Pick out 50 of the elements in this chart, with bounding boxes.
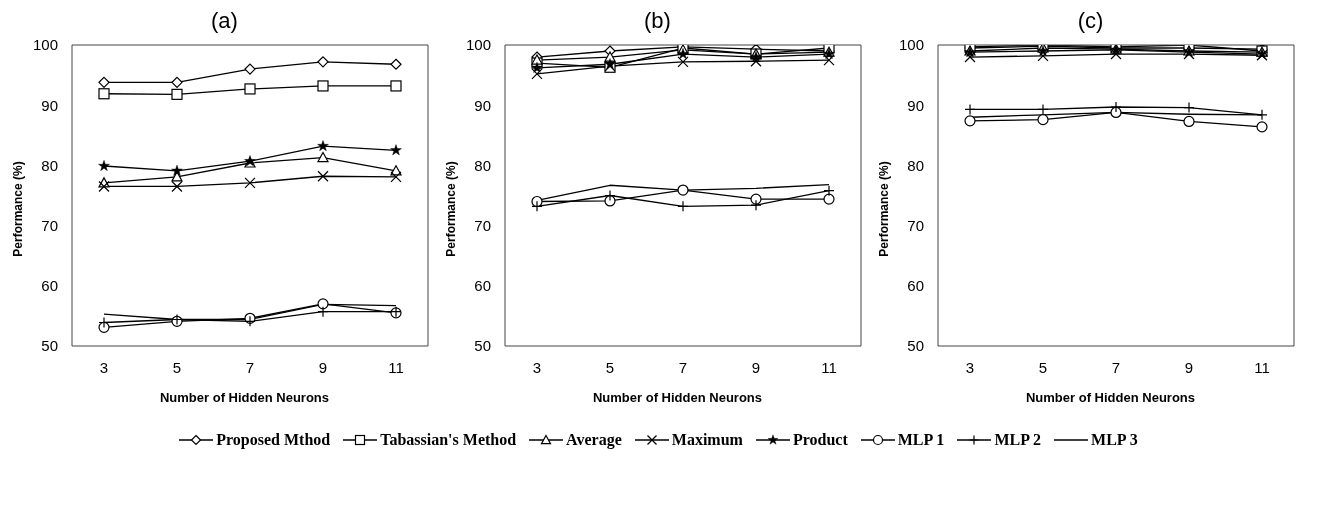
x-tick-label: 9	[318, 358, 328, 376]
y-tick-label: 80	[474, 156, 491, 174]
y-tick-label: 70	[907, 216, 924, 234]
x-tick-label: 3	[99, 358, 109, 376]
x-tick-label: 9	[1184, 358, 1194, 376]
x-tick-label: 3	[532, 358, 542, 376]
y-tick-label: 100	[898, 36, 924, 54]
y-tick-label: 70	[41, 216, 58, 234]
y-axis-title: Performance (%)	[444, 161, 458, 257]
x-tick-label: 7	[678, 358, 688, 376]
legend-label: Tabassian's Method	[380, 431, 517, 449]
chart-title: (a)	[210, 8, 239, 34]
y-tick-label: 100	[32, 36, 58, 54]
y-tick-label: 50	[41, 337, 58, 355]
y-tick-label: 80	[907, 156, 924, 174]
x-axis-title: Number of Hidden Neurons	[592, 390, 763, 405]
legend-label: MLP 3	[1091, 431, 1138, 449]
y-tick-label: 90	[41, 96, 58, 114]
legend-label: Product	[792, 431, 848, 449]
legend-label: Average	[566, 431, 622, 449]
y-axis-title: Performance (%)	[877, 161, 891, 257]
y-tick-label: 50	[474, 337, 491, 355]
y-tick-label: 60	[41, 277, 58, 295]
y-tick-label: 50	[907, 337, 924, 355]
chart-title: (c)	[1076, 8, 1105, 34]
x-tick-label: 3	[965, 358, 975, 376]
y-tick-label: 60	[907, 277, 924, 295]
x-tick-label: 5	[605, 358, 615, 376]
legend-label: Proposed Mthod	[216, 431, 331, 449]
legend-label: Maximum	[671, 431, 743, 449]
y-tick-label: 60	[474, 277, 491, 295]
x-tick-label: 11	[821, 358, 837, 376]
y-axis-title: Performance (%)	[11, 161, 25, 257]
y-tick-label: 100	[465, 36, 491, 54]
y-tick-label: 90	[474, 96, 491, 114]
y-tick-label: 90	[907, 96, 924, 114]
x-tick-label: 9	[751, 358, 761, 376]
x-tick-label: 11	[1254, 358, 1270, 376]
x-tick-label: 5	[1038, 358, 1048, 376]
y-tick-label: 70	[474, 216, 491, 234]
x-axis-title: Number of Hidden Neurons	[159, 390, 330, 405]
x-tick-label: 7	[245, 358, 255, 376]
x-tick-label: 7	[1111, 358, 1121, 376]
x-tick-label: 5	[172, 358, 182, 376]
x-axis-title: Number of Hidden Neurons	[1025, 390, 1196, 405]
x-tick-label: 11	[388, 358, 404, 376]
y-tick-label: 80	[41, 156, 58, 174]
legend-label: MLP 1	[897, 431, 945, 449]
chart-title: (b)	[643, 8, 672, 34]
legend-label: MLP 2	[994, 431, 1042, 449]
